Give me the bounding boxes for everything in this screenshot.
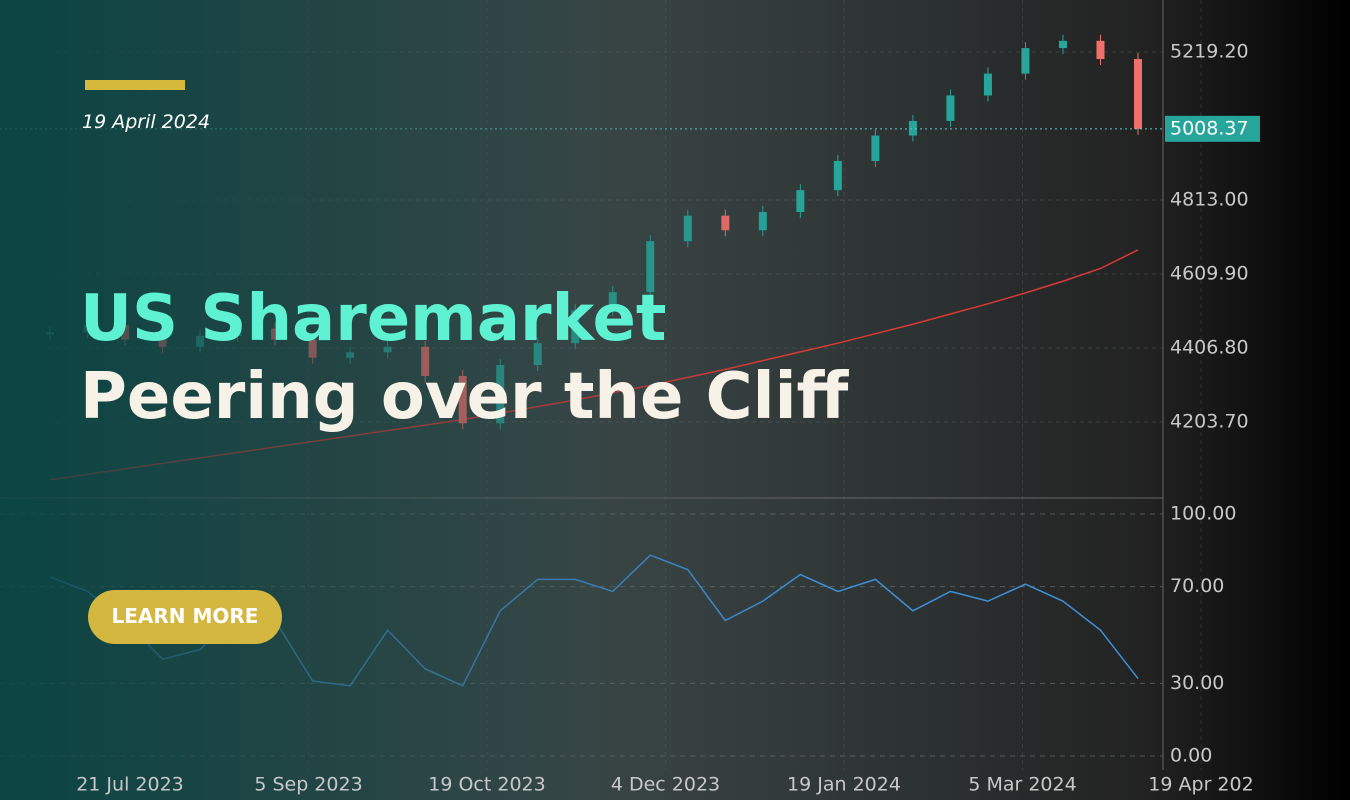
title-line-1: US Sharemarket [80,282,666,356]
y-tick-label: 4406.80 [1170,336,1249,358]
last-price-label: 5008.37 [1170,117,1249,139]
y-tick-label: 5219.20 [1170,41,1249,63]
x-tick-label: 5 Mar 2024 [968,774,1076,796]
y-tick-label: 100.00 [1170,503,1236,525]
y-tick-label: 4203.70 [1170,410,1249,432]
x-tick-label: 19 Apr 202 [1148,774,1253,796]
y-tick-label: 0.00 [1170,744,1212,766]
button-label[interactable]: LEARN MORE [112,604,259,628]
x-tick-label: 4 Dec 2023 [611,774,720,796]
x-tick-label: 19 Oct 2023 [428,774,545,796]
x-tick-label: 21 Jul 2023 [76,774,184,796]
accent-bar [85,80,185,90]
learn-more-button[interactable]: LEARN MORE [88,590,282,644]
y-tick-label: 30.00 [1170,672,1224,694]
button-bg[interactable] [88,590,282,644]
x-tick-label: 19 Jan 2024 [787,774,901,796]
x-tick-label: 5 Sep 2023 [254,774,362,796]
last-price-bg [1165,115,1260,142]
y-tick-label: 4609.90 [1170,262,1249,284]
date: 19 April 2024 [82,111,210,133]
y-tick-label: 4813.00 [1170,189,1249,211]
title-line-2: Peering over the Cliff [80,360,850,434]
y-tick-label: 70.00 [1170,575,1224,597]
